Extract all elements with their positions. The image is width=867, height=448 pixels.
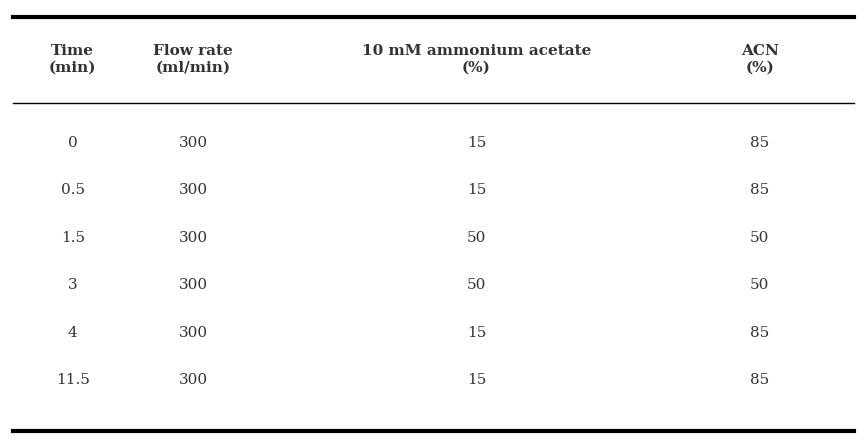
Text: 50: 50: [466, 231, 486, 245]
Text: 1.5: 1.5: [61, 231, 85, 245]
Text: 15: 15: [466, 183, 486, 197]
Text: 15: 15: [466, 373, 486, 387]
Text: 85: 85: [750, 326, 769, 340]
Text: 50: 50: [750, 231, 770, 245]
Text: 300: 300: [179, 183, 207, 197]
Text: 300: 300: [179, 278, 207, 292]
Text: 15: 15: [466, 326, 486, 340]
Text: 300: 300: [179, 136, 207, 150]
Text: 300: 300: [179, 373, 207, 387]
Text: 300: 300: [179, 326, 207, 340]
Text: 300: 300: [179, 231, 207, 245]
Text: 3: 3: [68, 278, 78, 292]
Text: 85: 85: [750, 183, 769, 197]
Text: 0: 0: [68, 136, 78, 150]
Text: Flow rate
(ml/min): Flow rate (ml/min): [153, 44, 233, 74]
Text: 15: 15: [466, 136, 486, 150]
Text: 85: 85: [750, 373, 769, 387]
Text: 10 mM ammonium acetate
(%): 10 mM ammonium acetate (%): [362, 44, 591, 74]
Text: 4: 4: [68, 326, 78, 340]
Text: Time
(min): Time (min): [49, 44, 96, 74]
Text: 11.5: 11.5: [56, 373, 90, 387]
Text: 50: 50: [750, 278, 770, 292]
Text: ACN
(%): ACN (%): [741, 44, 779, 74]
Text: 0.5: 0.5: [61, 183, 85, 197]
Text: 50: 50: [466, 278, 486, 292]
Text: 85: 85: [750, 136, 769, 150]
